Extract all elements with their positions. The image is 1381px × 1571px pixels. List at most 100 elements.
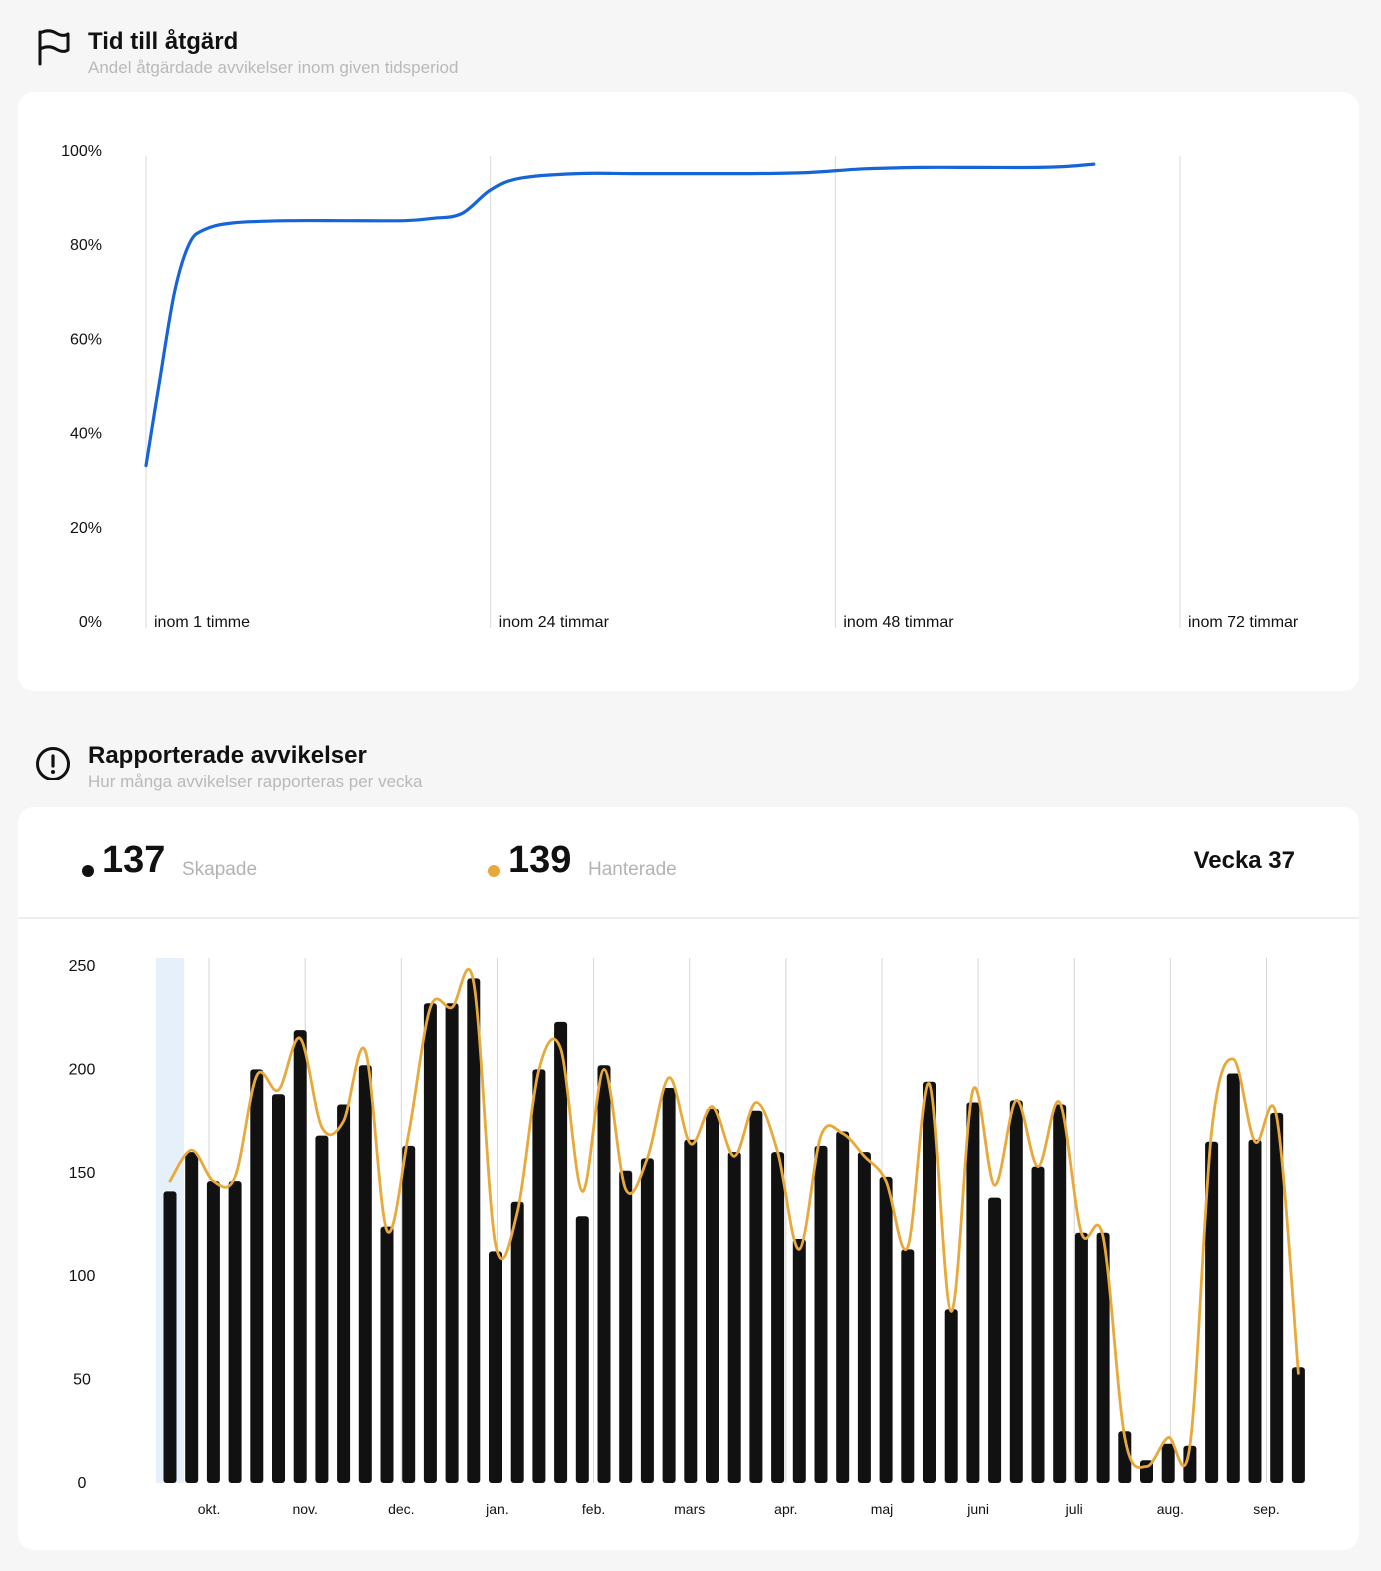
month-label: dec. [388,1501,414,1517]
handled-count: 139 [508,839,572,881]
month-label: jan. [485,1501,509,1517]
created-bar [792,1238,806,1483]
created-bar [901,1249,915,1483]
created-bar [1248,1139,1262,1483]
created-bar [1118,1431,1132,1483]
month-label: maj [871,1501,894,1517]
created-bar [706,1108,719,1483]
month-label: nov. [292,1501,317,1517]
y-tick-label: 20% [70,520,102,537]
created-bar [662,1088,676,1483]
created-bar [1205,1141,1219,1483]
created-bar [380,1226,394,1483]
created-bar [966,1102,980,1483]
created-bar [337,1104,351,1483]
y-tick-label: 100 [69,1268,96,1285]
created-bar [1031,1166,1045,1483]
month-label: okt. [198,1501,221,1517]
created-count: 137 [102,839,166,881]
created-bar [510,1201,524,1483]
stats-row: 137 Skapade 139 Hanterade Vecka 37 [18,807,1359,919]
created-bar [554,1021,568,1483]
handled-label: Hanterade [588,859,677,880]
created-bar [467,978,481,1483]
resolution-series-line [144,162,1096,468]
flag-icon [38,29,70,66]
created-bar [358,1065,372,1483]
section-subtitle: Andel åtgärdade avvikelser inom given ti… [88,58,459,77]
x-tick-label: inom 48 timmar [843,614,954,631]
created-label: Skapade [182,859,258,880]
created-bar [532,1069,546,1483]
y-tick-label: 0% [79,614,102,631]
created-bar [206,1181,220,1483]
handled-series-line [168,968,1300,1469]
created-bar [988,1197,1002,1483]
resolution-line-chart: 100% 80% 60% 40% 20% 0% inom 1 timme inom 24 ti… [61,143,1299,631]
week-label: Vecka 37 [1193,847,1295,874]
created-bar [315,1135,329,1483]
reported-section-header: Rapporterade avvikelser Hur många avvike… [34,742,1334,802]
created-bar [749,1110,763,1483]
created-bar [923,1081,936,1483]
y-tick-label: 0 [78,1475,87,1492]
created-bar [489,1251,502,1483]
x-tick-label: inom 24 timmar [499,614,610,631]
created-bar [857,1152,871,1483]
created-bar [1183,1445,1197,1483]
created-bar [944,1309,958,1483]
created-bar [293,1030,307,1483]
section-subtitle: Hur många avvikelser rapporteras per vec… [88,772,423,791]
alert-circle-icon [36,747,70,780]
created-bar [163,1191,177,1483]
y-tick-label: 80% [70,237,102,254]
created-bar [402,1145,416,1483]
created-bar [250,1069,264,1483]
y-tick-label: 250 [69,958,96,975]
created-bar [836,1131,850,1483]
month-label: apr. [774,1501,797,1517]
created-bar [640,1158,654,1483]
created-bar [597,1065,611,1483]
created-bar [1161,1443,1175,1483]
created-bar [1270,1112,1284,1483]
created-bar [619,1170,633,1483]
created-legend-dot [82,865,94,877]
created-bar [272,1094,285,1483]
created-bar [423,1003,437,1483]
y-tick-label: 100% [61,143,102,160]
created-bar [445,1003,459,1483]
y-tick-label: 40% [70,426,102,443]
created-bar [727,1152,741,1483]
handled-legend-dot [488,865,500,877]
y-tick-label: 50 [73,1372,91,1389]
reported-bar-chart: 250 200 150 100 50 0 okt. nov. dec. jan. feb. mars a… [69,958,1305,1517]
y-tick-label: 150 [69,1165,96,1182]
created-bar [1096,1232,1110,1483]
resolution-section-header: Tid till åtgärd Andel åtgärdade avvikels… [34,28,1334,88]
created-bar [1074,1232,1088,1483]
created-bar [1053,1104,1067,1483]
month-label: feb. [582,1501,605,1517]
created-bar [879,1176,893,1483]
created-bar [228,1181,242,1483]
created-bar [814,1145,828,1483]
created-bar [684,1139,698,1483]
month-label: mars [674,1501,705,1517]
x-tick-label: inom 72 timmar [1188,614,1299,631]
x-tick-label: inom 1 timme [154,614,250,631]
month-label: sep. [1253,1501,1279,1517]
created-bar [1009,1100,1023,1483]
y-tick-label: 200 [69,1061,96,1078]
month-label: juni [966,1501,989,1517]
resolution-chart-card: 100% 80% 60% 40% 20% 0% inom 1 timme inom 24 ti… [18,92,1359,691]
created-bar [185,1152,199,1483]
section-title: Rapporterade avvikelser [88,742,367,769]
month-label: juli [1065,1501,1083,1517]
created-bar [771,1152,785,1483]
month-label: aug. [1157,1501,1184,1517]
reported-chart-card: 137 Skapade 139 Hanterade Vecka 37 250 20… [18,807,1359,1550]
y-tick-label: 60% [70,331,102,348]
created-bar [575,1216,589,1483]
section-title: Tid till åtgärd [88,28,239,55]
